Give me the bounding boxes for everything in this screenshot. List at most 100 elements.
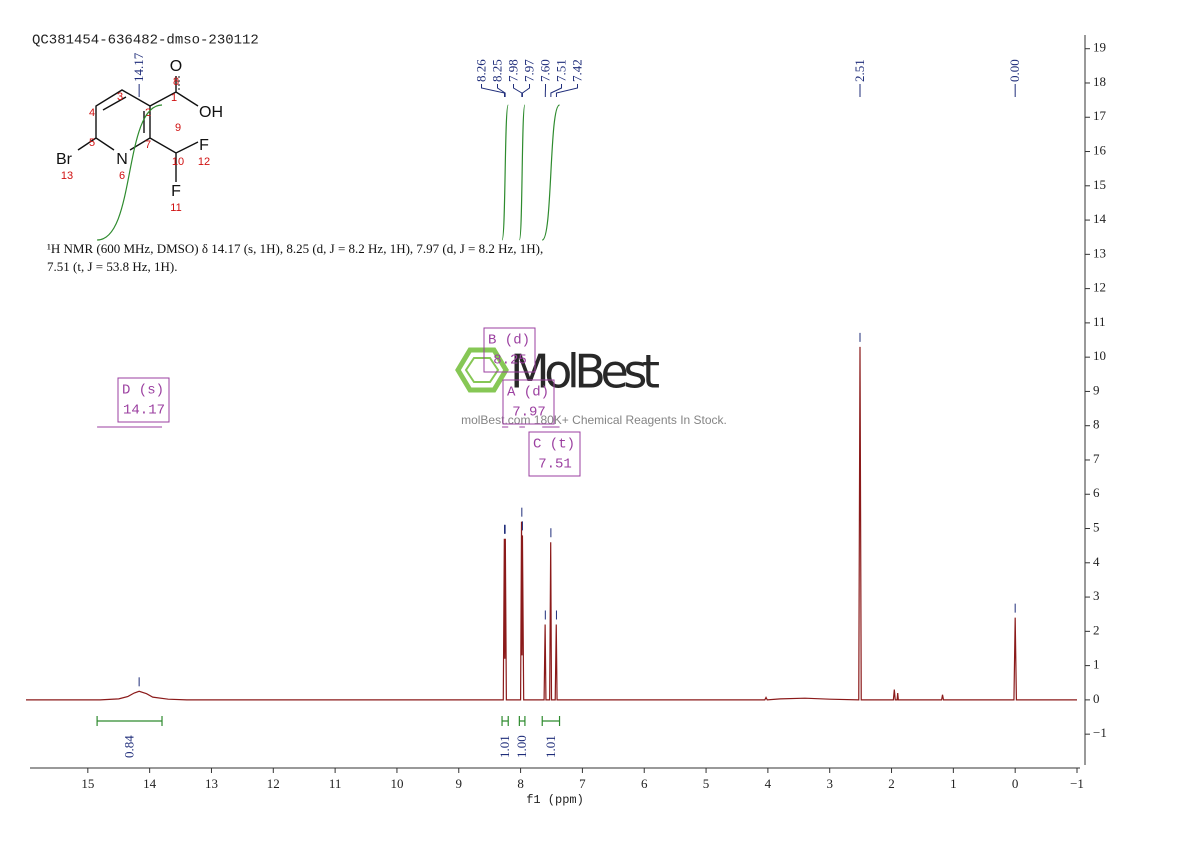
atom-number: 3 (117, 91, 123, 103)
atom: F (199, 137, 209, 154)
x-tick-label: 2 (888, 776, 895, 791)
multiplet-name: C (t) (533, 437, 575, 453)
integral-bracket (518, 716, 526, 726)
y-tick-label: 6 (1093, 485, 1100, 500)
y-tick-label: 8 (1093, 417, 1100, 432)
atom: OH (199, 104, 223, 121)
logo (464, 357, 500, 383)
multiplet-name: B (d) (488, 333, 530, 349)
peak-label: 7.60 (537, 59, 552, 82)
watermark-tagline: molBest.com 180K+ Chemical Reagents In S… (461, 413, 727, 427)
x-axis-label: f1 (ppm) (526, 793, 584, 807)
x-tick-label: 5 (703, 776, 710, 791)
description: 7.51 (t, J = 53.8 Hz, 1H). (47, 259, 177, 274)
y-tick-label: 17 (1093, 108, 1107, 123)
atom: N (116, 151, 128, 168)
peak-label: 0.00 (1007, 59, 1022, 82)
logo (455, 347, 509, 393)
x-tick-label: 6 (641, 776, 648, 791)
atom-number: 11 (170, 202, 181, 214)
atom-number: 5 (89, 137, 95, 149)
peak-label: 14.17 (131, 52, 146, 82)
multiplet-box (528, 431, 581, 477)
x-tick-label: 10 (390, 776, 403, 791)
integral-label: 1.01 (543, 735, 558, 758)
x-tick-label: 1 (950, 776, 957, 791)
peak-connector (521, 84, 531, 97)
x-tick-label: 13 (205, 776, 218, 791)
integral-curve (501, 104, 509, 241)
y-tick-label: 5 (1093, 520, 1100, 535)
multiplet-shift: 8.25 (493, 353, 527, 369)
atom: F (171, 183, 181, 200)
y-tick-label: 12 (1093, 280, 1106, 295)
peak-label: 7.98 (505, 59, 520, 82)
structure: O 8 1 OH 9 3 2 4 5 7 N 6 Br 13 10 F 12 F… (56, 58, 223, 214)
x-tick-label: −1 (1070, 776, 1084, 791)
description: ¹H NMR (600 MHz, DMSO) δ 14.17 (s, 1H), … (47, 241, 543, 256)
atom-number: 1 (171, 92, 177, 104)
multiplet-box (483, 327, 536, 373)
integral-label: 1.00 (514, 735, 529, 758)
x-tick-label: 9 (456, 776, 463, 791)
atom-number: 13 (61, 170, 73, 182)
x-tick-label: 4 (765, 776, 772, 791)
integral-bracket (541, 716, 561, 726)
multiplet-shift: 7.97 (512, 405, 546, 421)
y-tick-label: 19 (1093, 40, 1106, 55)
y-tick-label: 16 (1093, 143, 1107, 158)
integral-bracket (501, 716, 509, 726)
integral-bracket (96, 716, 163, 726)
multiplet-name: D (s) (122, 383, 164, 399)
peak-connector (497, 84, 506, 97)
y-tick-label: 11 (1093, 314, 1106, 329)
y-tick-label: 15 (1093, 177, 1106, 192)
chart-title: QC381454-636482-dmso-230112 (32, 33, 259, 49)
atom-number: 4 (89, 107, 95, 119)
integral-curve (541, 104, 561, 241)
x-tick-label: 11 (329, 776, 342, 791)
peak-label: 7.97 (521, 59, 536, 82)
y-tick-label: 2 (1093, 622, 1100, 637)
peak-connector (513, 84, 523, 97)
x-tick-label: 14 (143, 776, 157, 791)
multiplet-name: A (d) (507, 385, 549, 401)
y-tick-label: 3 (1093, 588, 1100, 603)
x-tick-label: 12 (267, 776, 280, 791)
multiplet-shift: 7.51 (538, 457, 572, 473)
x-tick-label: 3 (826, 776, 833, 791)
atom-number: 10 (172, 156, 184, 168)
y-tick-label: −1 (1093, 725, 1107, 740)
y-tick-label: 0 (1093, 691, 1100, 706)
atom-number: 9 (175, 122, 181, 134)
atom: O (170, 58, 182, 75)
y-tick-label: 14 (1093, 211, 1107, 226)
y-tick-label: 13 (1093, 245, 1106, 260)
peak-label: 8.25 (489, 59, 504, 82)
x-tick-label: 0 (1012, 776, 1019, 791)
peak-label: 8.26 (473, 59, 488, 82)
atom-number: 12 (198, 156, 210, 168)
y-tick-label: 7 (1093, 451, 1100, 466)
atom: Br (56, 151, 73, 168)
y-tick-label: 1 (1093, 657, 1100, 672)
integral-label: 0.84 (122, 735, 137, 758)
y-tick-label: 10 (1093, 348, 1106, 363)
atom-number: 6 (119, 170, 125, 182)
multiplet-box (117, 377, 170, 423)
x-tick-label: 15 (81, 776, 94, 791)
peak-connector (481, 84, 506, 97)
integral-label: 1.01 (497, 735, 512, 758)
integral-curve (518, 104, 526, 241)
peak-connector (550, 84, 563, 97)
multiplet-box (502, 379, 555, 425)
atom-number: 8 (173, 76, 179, 88)
peak-label: 7.51 (553, 59, 568, 82)
bonds (77, 76, 199, 182)
integral-curve (97, 104, 163, 241)
peak-connector (555, 84, 579, 97)
multiplet-shift: 14.17 (123, 403, 165, 419)
x-tick-label: 8 (517, 776, 524, 791)
